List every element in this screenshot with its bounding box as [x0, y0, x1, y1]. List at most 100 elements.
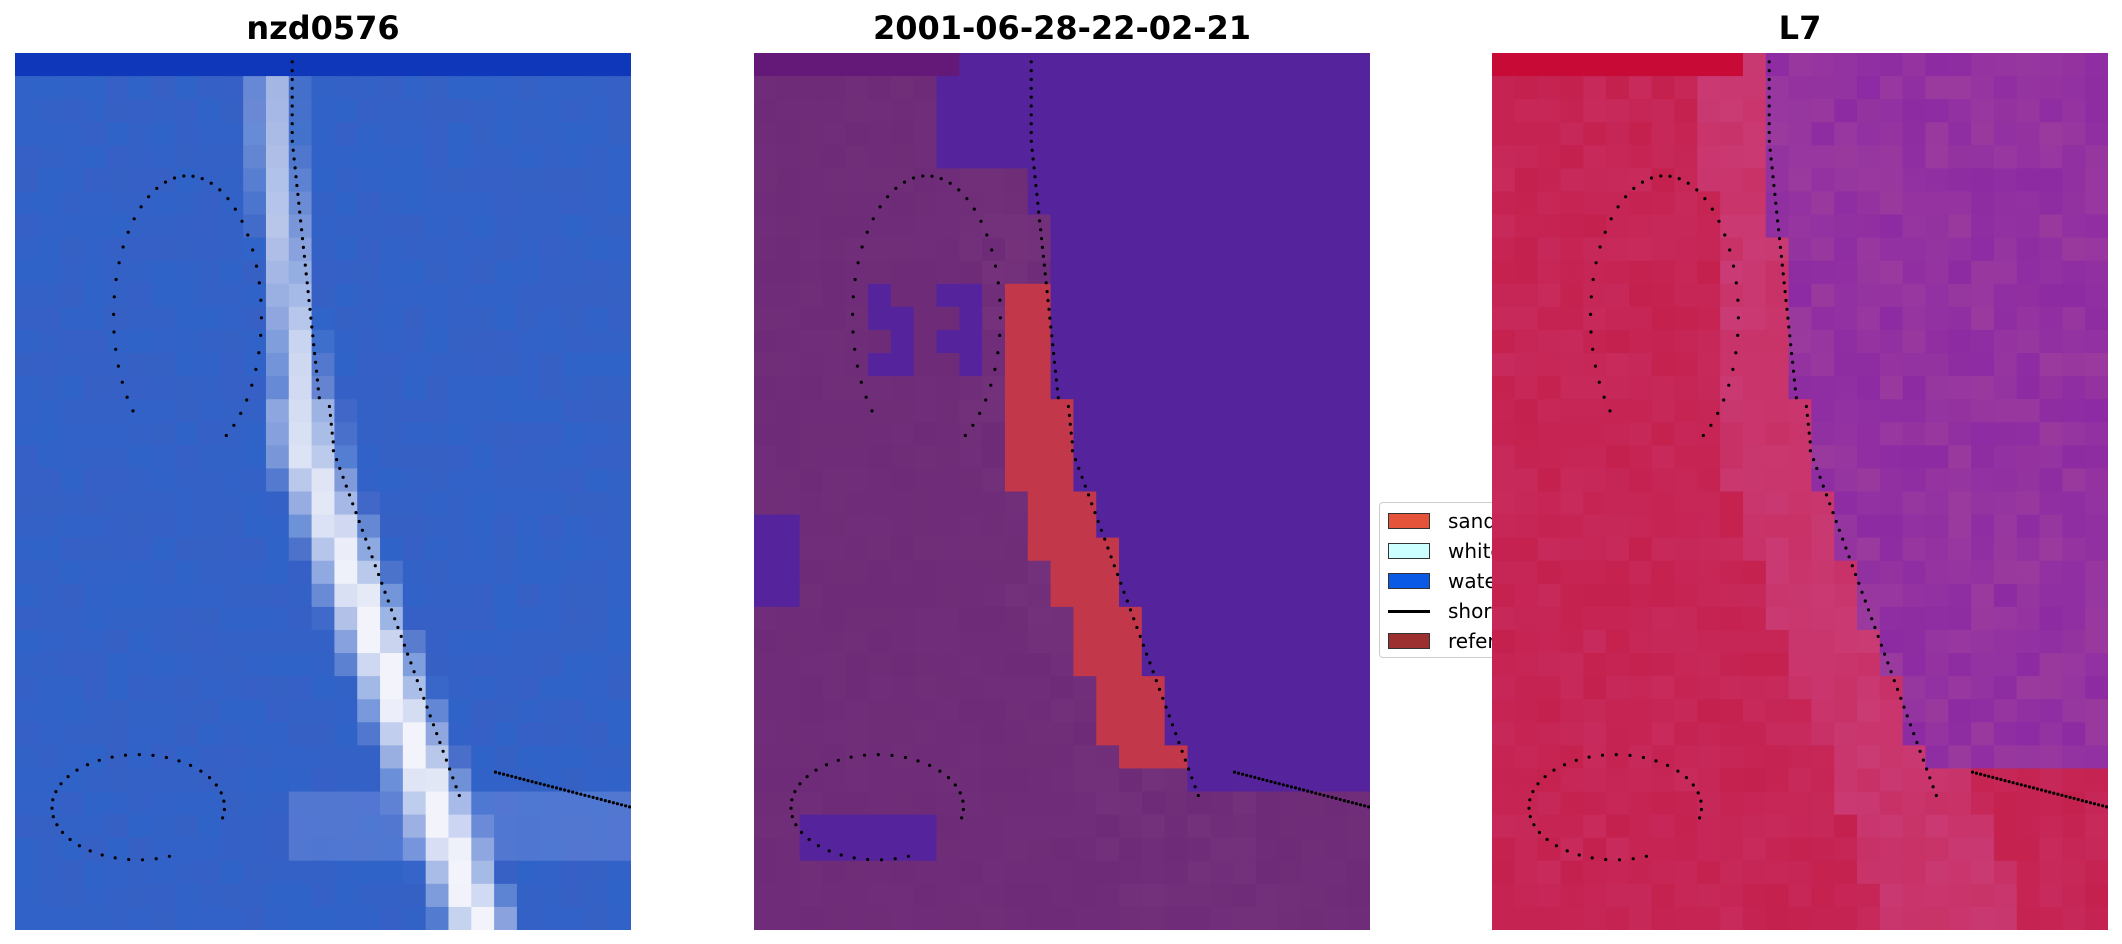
shoreline-point: [1029, 113, 1033, 117]
pixel: [1004, 745, 1029, 770]
shoreline-point: [88, 849, 92, 853]
pixel: [1606, 53, 1630, 77]
pixel: [1971, 376, 1995, 400]
pixel: [562, 722, 586, 746]
pixel: [311, 491, 335, 516]
pixel: [1788, 329, 1812, 354]
pixel: [1925, 606, 1949, 631]
pixel: [311, 722, 335, 746]
pixel: [60, 260, 85, 285]
pixel: [1096, 191, 1120, 216]
pixel: [539, 53, 564, 77]
pixel: [1050, 814, 1074, 839]
pixel: [1492, 122, 1516, 146]
pixel: [357, 883, 381, 908]
pixel: [1697, 583, 1721, 608]
pixel: [1537, 145, 1562, 169]
pixel: [37, 583, 62, 608]
pixel: [37, 445, 62, 470]
pixel: [1073, 53, 1097, 77]
pixel: [1560, 422, 1584, 446]
pixel: [1651, 122, 1676, 146]
pixel: [1902, 537, 1927, 562]
pixel: [1119, 445, 1143, 470]
shoreline-point: [790, 815, 794, 819]
classified-image-panel: [754, 53, 1370, 930]
pixel: [2062, 445, 2086, 470]
pixel: [220, 306, 244, 331]
pixel: [1560, 237, 1584, 262]
pixel: [2039, 53, 2063, 77]
pixel: [754, 883, 778, 908]
pixel: [1004, 768, 1029, 793]
shoreline-point: [444, 758, 448, 762]
pixel: [1628, 860, 1653, 885]
pixel: [106, 906, 130, 930]
shoreline-point: [979, 219, 983, 223]
pixel: [1606, 883, 1630, 908]
shoreline-point: [1925, 767, 1929, 771]
pixel: [539, 629, 564, 654]
shoreline-point: [377, 572, 381, 577]
pixel: [822, 376, 846, 400]
pixel: [106, 306, 130, 331]
shoreline-point: [1151, 670, 1155, 674]
pixel: [1210, 422, 1234, 446]
shoreline-point: [172, 176, 177, 180]
pixel: [1233, 606, 1257, 631]
shoreline-point: [1039, 237, 1044, 241]
pixel: [936, 122, 960, 146]
pixel: [220, 906, 244, 930]
pixel: [982, 445, 1006, 470]
shoreline-point: [330, 431, 334, 435]
pixel: [1697, 53, 1721, 77]
pixel: [1857, 514, 1881, 539]
shoreline-point: [2007, 780, 2011, 784]
shoreline-point: [341, 475, 345, 479]
shoreline-point: [1070, 440, 1074, 444]
pixel: [822, 699, 846, 723]
pixel: [585, 606, 609, 631]
shoreline-point: [1253, 775, 1257, 780]
pixel: [1697, 560, 1721, 585]
shoreline-point: [1055, 387, 1059, 391]
pixel: [1233, 860, 1257, 885]
pixel: [562, 583, 586, 608]
shoreline-point: [77, 844, 81, 848]
pixel: [1210, 76, 1234, 100]
pixel: [1948, 468, 1972, 493]
pixel: [288, 883, 313, 908]
pixel: [220, 145, 244, 169]
pixel: [1834, 560, 1858, 585]
pixel: [288, 422, 313, 446]
pixel: [334, 353, 358, 377]
pixel: [1119, 306, 1143, 331]
pixel: [539, 906, 564, 930]
shoreline-point: [85, 763, 90, 767]
pixel: [1050, 791, 1074, 816]
pixel: [1514, 653, 1539, 677]
pixel: [471, 514, 495, 539]
pixel: [585, 491, 609, 516]
pixel: [1027, 445, 1052, 470]
pixel: [1742, 76, 1767, 100]
pixel: [913, 145, 938, 169]
pixel: [2016, 676, 2041, 700]
pixel: [799, 791, 824, 816]
pixel: [334, 168, 358, 193]
pixel: [1674, 537, 1698, 562]
pixel: [1925, 491, 1949, 516]
pixel: [1948, 560, 1972, 585]
pixel: [448, 906, 472, 930]
pixel: [845, 653, 869, 677]
pixel: [1073, 514, 1097, 539]
shoreline-point: [314, 369, 319, 373]
pixel: [1119, 837, 1143, 862]
pixel: [1560, 376, 1584, 400]
pixel: [868, 122, 892, 146]
shoreline-point: [1346, 800, 1350, 804]
pixel: [1514, 560, 1539, 585]
pixel: [2016, 860, 2041, 885]
shoreline-point: [1773, 192, 1777, 196]
pixel: [425, 237, 450, 262]
